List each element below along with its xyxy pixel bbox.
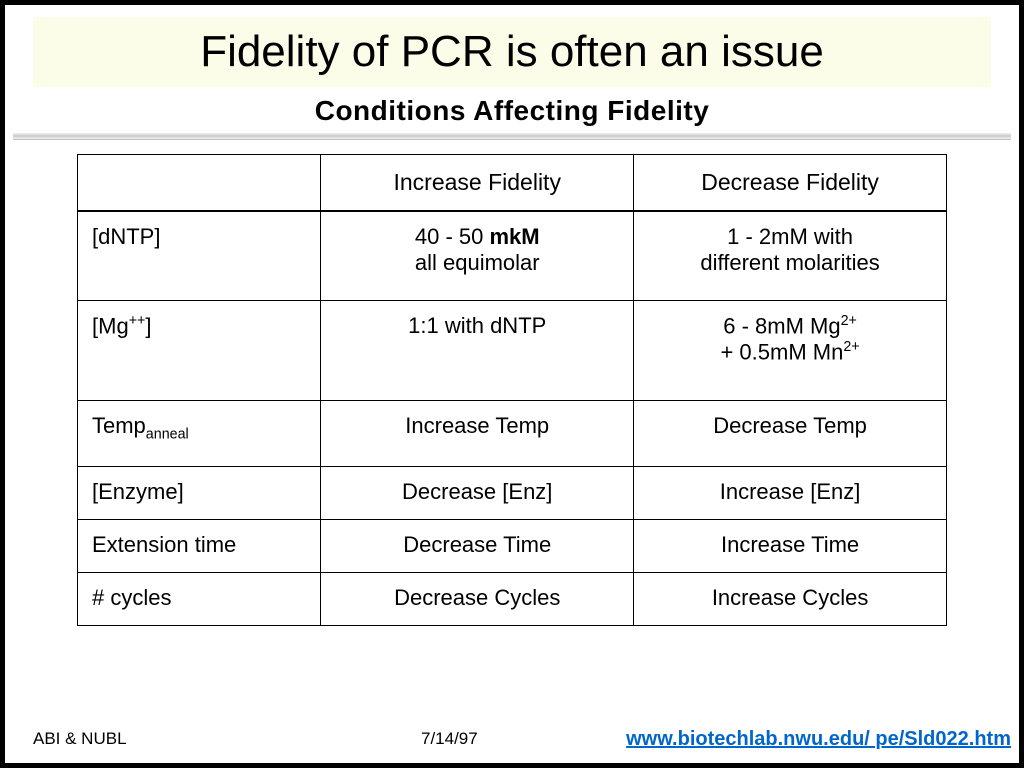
header-increase: Increase Fidelity (321, 155, 634, 212)
decrease-cell: 1 - 2mM withdifferent molarities (634, 211, 947, 301)
table-header-row: Increase Fidelity Decrease Fidelity (78, 155, 947, 212)
table-row: # cycles Decrease Cycles Increase Cycles (78, 573, 947, 626)
footer-date: 7/14/97 (421, 729, 478, 749)
decrease-cell: Increase [Enz] (634, 467, 947, 520)
header-empty (78, 155, 321, 212)
decrease-cell: Increase Cycles (634, 573, 947, 626)
caption-title: Conditions Affecting Fidelity (5, 95, 1019, 127)
decrease-cell: Decrease Temp (634, 400, 947, 466)
param-cell: [Mg++] (78, 301, 321, 401)
param-cell: Tempanneal (78, 400, 321, 466)
footer-link[interactable]: www.biotechlab.nwu.edu/ pe/Sld022.htm (626, 728, 1011, 751)
increase-cell: Increase Temp (321, 400, 634, 466)
table-row: [dNTP] 40 - 50 mkMall equimolar 1 - 2mM … (78, 211, 947, 301)
param-cell: [Enzyme] (78, 467, 321, 520)
slide-title: Fidelity of PCR is often an issue (33, 17, 991, 87)
param-cell: [dNTP] (78, 211, 321, 301)
param-cell: # cycles (78, 573, 321, 626)
increase-cell: Decrease [Enz] (321, 467, 634, 520)
table-row: [Enzyme] Decrease [Enz] Increase [Enz] (78, 467, 947, 520)
param-cell: Extension time (78, 520, 321, 573)
table-row: Tempanneal Increase Temp Decrease Temp (78, 400, 947, 466)
decrease-cell: 6 - 8mM Mg2++ 0.5mM Mn2+ (634, 301, 947, 401)
header-decrease: Decrease Fidelity (634, 155, 947, 212)
increase-cell: 40 - 50 mkMall equimolar (321, 211, 634, 301)
table-row: Extension time Decrease Time Increase Ti… (78, 520, 947, 573)
footer-left: ABI & NUBL (33, 729, 127, 749)
increase-cell: Decrease Time (321, 520, 634, 573)
fidelity-table: Increase Fidelity Decrease Fidelity [dNT… (77, 154, 947, 626)
increase-cell: 1:1 with dNTP (321, 301, 634, 401)
table-row: [Mg++] 1:1 with dNTP 6 - 8mM Mg2++ 0.5mM… (78, 301, 947, 401)
decrease-cell: Increase Time (634, 520, 947, 573)
divider (13, 133, 1011, 140)
increase-cell: Decrease Cycles (321, 573, 634, 626)
